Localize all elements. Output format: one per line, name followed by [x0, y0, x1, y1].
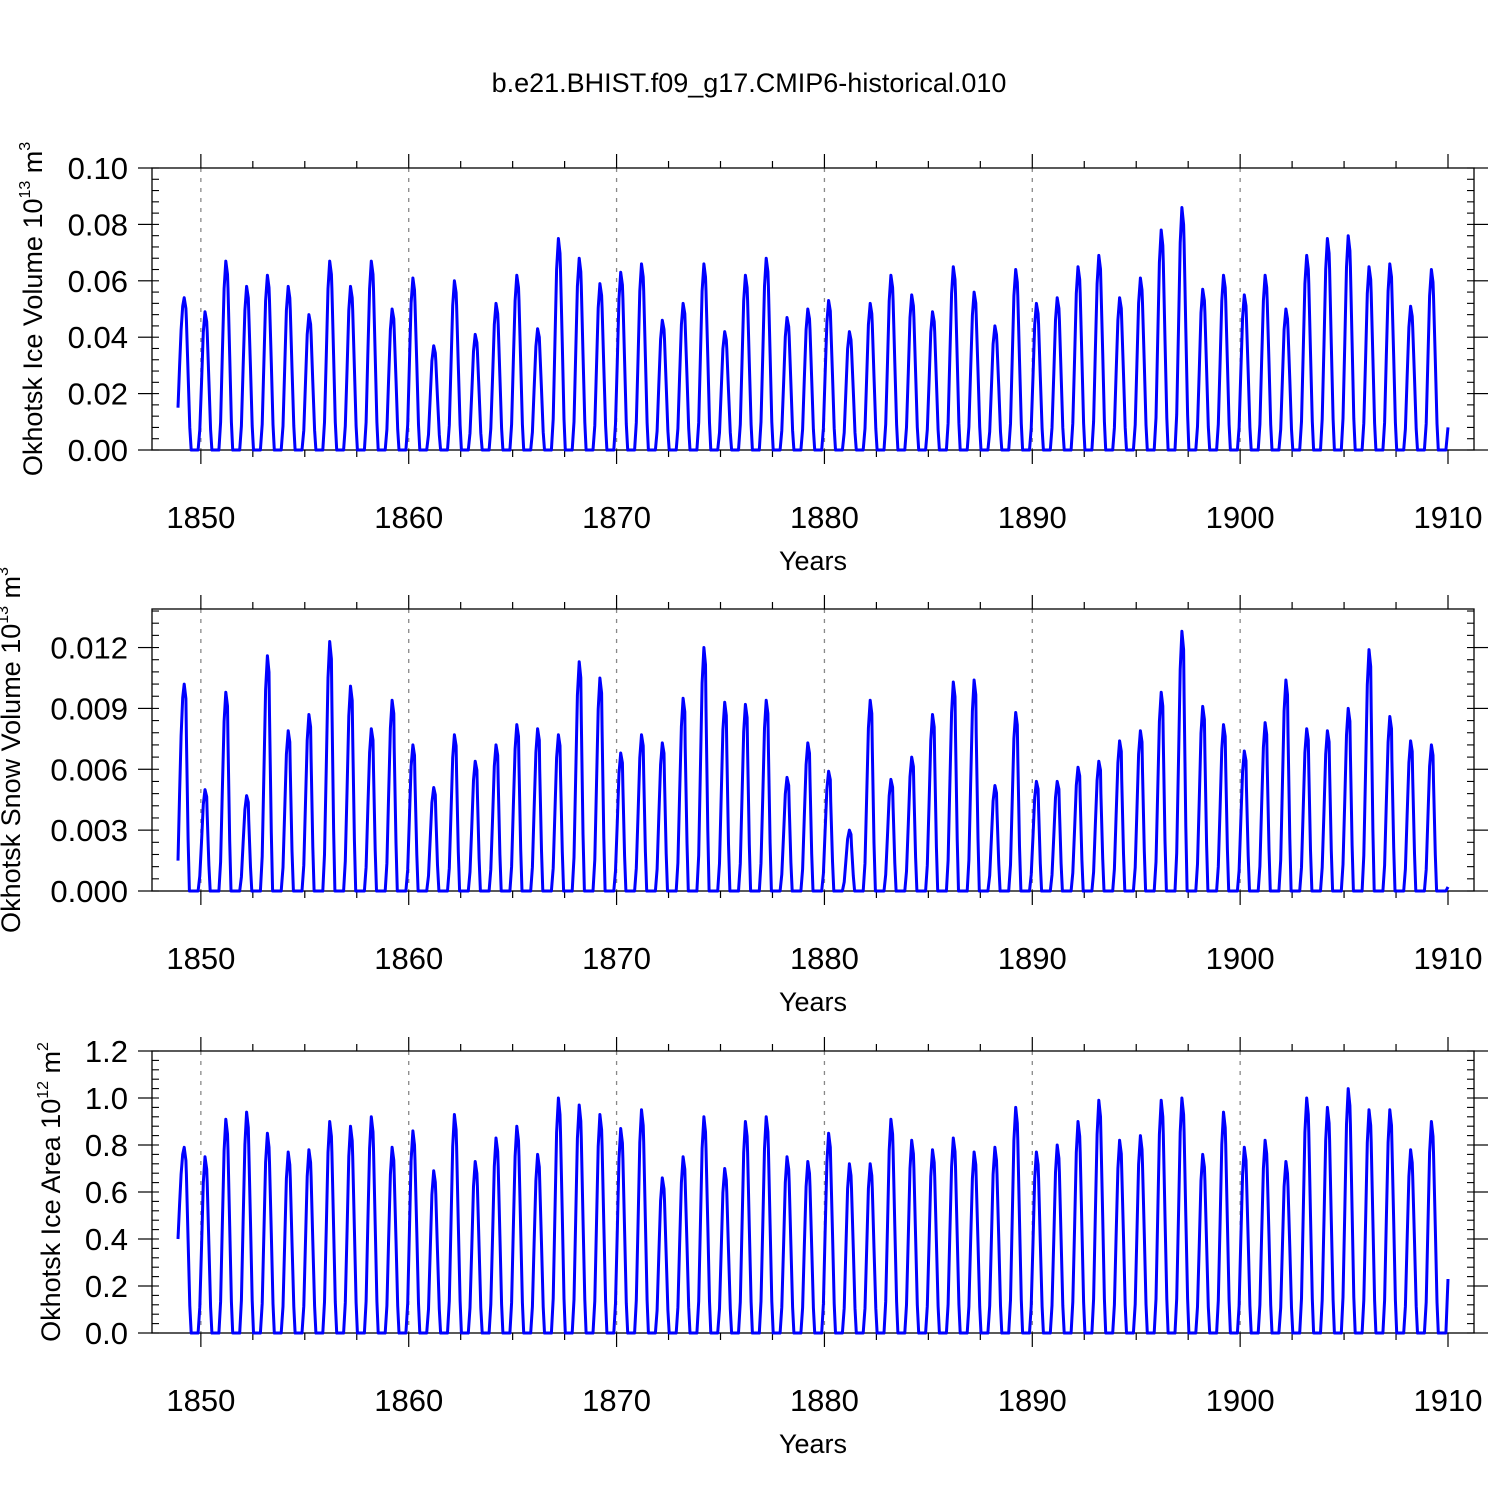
x-tick-label: 1900	[1206, 500, 1275, 535]
x-axis-label: Years	[779, 1429, 847, 1459]
plot-frame	[151, 167, 1475, 451]
x-tick-label: 1850	[166, 1383, 235, 1418]
y-axis-label-text: Okhotsk Ice Area 10	[36, 1099, 66, 1342]
y-axis-label: Okhotsk Ice Area 1012 m2	[35, 1042, 66, 1342]
y-axis-label-exponent: 12	[35, 1081, 52, 1099]
y-tick-label: 0.08	[68, 207, 128, 242]
y-axis-label-exponent: 13	[0, 606, 12, 624]
x-tick-label: 1870	[582, 941, 651, 976]
series-line-3	[176, 1087, 1450, 1335]
y-tick-label: 0.000	[50, 874, 128, 909]
figure-title: b.e21.BHIST.f09_g17.CMIP6-historical.010	[492, 68, 1007, 98]
x-tick-label: 1850	[166, 500, 235, 535]
x-tick-label: 1910	[1414, 1383, 1483, 1418]
y-tick-label: 0.009	[50, 691, 128, 726]
chart-panel-2: 1850 1860 1870 1880 1890 1900 1910 0.000 0.003 0.…	[0, 567, 1488, 1017]
y-tick-label: 0.012	[50, 631, 128, 666]
x-tick-label: 1900	[1206, 1383, 1275, 1418]
y-tick-label: 0.6	[85, 1175, 128, 1210]
x-axis-label: Years	[779, 546, 847, 576]
y-tick-label: 0.10	[68, 151, 128, 186]
x-tick-label: 1890	[998, 1383, 1067, 1418]
y-tick-label: 0.04	[68, 320, 128, 355]
y-axis-label-exponent: 13	[17, 181, 34, 199]
x-tick-label: 1900	[1206, 941, 1275, 976]
y-tick-label: 0.8	[85, 1128, 128, 1163]
y-axis-label-unit-exponent: 3	[0, 567, 12, 576]
y-tick-label: 0.4	[85, 1222, 128, 1257]
y-axis-label-unit-exponent: 3	[17, 142, 34, 151]
x-axis-label: Years	[779, 987, 847, 1017]
x-tick-label: 1880	[790, 1383, 859, 1418]
x-tick-label: 1870	[582, 500, 651, 535]
x-tick-label: 1860	[374, 1383, 443, 1418]
panels: 1850 1860 1870 1880 1890 1900 19100.000.020.04…	[0, 142, 1488, 1459]
y-tick-label: 0.003	[50, 813, 128, 848]
y-axis-label-unit: m	[18, 151, 48, 181]
y-tick-label: 0.006	[50, 752, 128, 787]
y-axis-label-unit-exponent: 2	[35, 1042, 52, 1051]
series-line-2	[176, 629, 1450, 893]
y-axis-label-unit: m	[36, 1051, 66, 1081]
chart-panel-3: 1850 1860 1870 1880 1890 1900 1910 0.0 0.2 0.4 0.6…	[35, 1034, 1488, 1459]
x-tick-label: 1910	[1414, 941, 1483, 976]
y-tick-label: 1.0	[85, 1081, 128, 1116]
y-tick-label: 0.00	[68, 433, 128, 468]
y-tick-label: 0.2	[85, 1269, 128, 1304]
chart-panel-1: 1850 1860 1870 1880 1890 1900 1910 0.00 0.02 0.04…	[17, 142, 1488, 576]
y-axis-label-text: Okhotsk Snow Volume 10	[0, 624, 26, 933]
x-tick-label: 1910	[1414, 500, 1483, 535]
y-tick-label: 1.2	[85, 1034, 128, 1069]
y-axis-label-unit: m	[0, 576, 26, 606]
y-axis-label: Okhotsk Ice Volume 1013 m3	[17, 142, 48, 476]
x-tick-label: 1880	[790, 500, 859, 535]
y-tick-label: 0.0	[85, 1316, 128, 1351]
series-line-1	[176, 206, 1450, 452]
x-tick-label: 1850	[166, 941, 235, 976]
x-tick-label: 1890	[998, 500, 1067, 535]
x-tick-label: 1860	[374, 500, 443, 535]
y-axis-label-text: Okhotsk Ice Volume 10	[18, 199, 48, 477]
x-tick-label: 1860	[374, 941, 443, 976]
y-tick-label: 0.02	[68, 377, 128, 412]
x-tick-label: 1870	[582, 1383, 651, 1418]
x-tick-label: 1890	[998, 941, 1067, 976]
x-tick-label: 1880	[790, 941, 859, 976]
y-axis-label: Okhotsk Snow Volume 1013 m3	[0, 567, 26, 933]
y-tick-label: 0.06	[68, 264, 128, 299]
